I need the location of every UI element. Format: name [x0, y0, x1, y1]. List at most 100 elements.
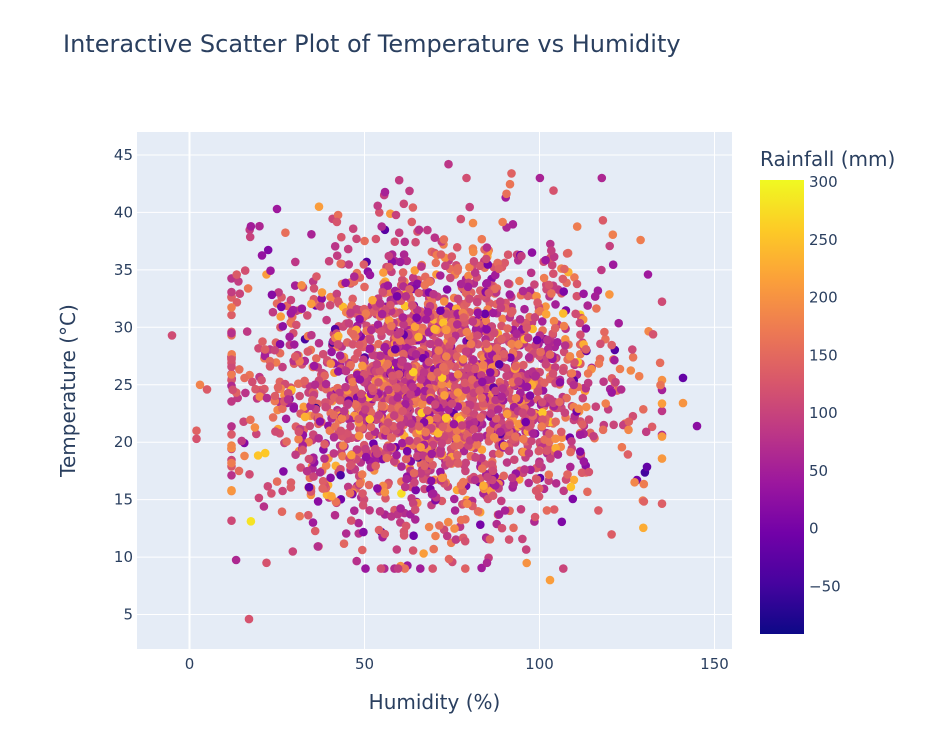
scatter-point[interactable]: [240, 266, 250, 275]
scatter-point[interactable]: [267, 489, 276, 498]
scatter-point[interactable]: [636, 235, 645, 245]
scatter-point[interactable]: [437, 379, 447, 389]
scatter-point[interactable]: [475, 261, 485, 271]
scatter-point[interactable]: [344, 260, 354, 269]
scatter-point[interactable]: [575, 318, 585, 328]
scatter-point[interactable]: [257, 375, 266, 385]
scatter-point[interactable]: [511, 393, 521, 403]
scatter-point[interactable]: [330, 510, 340, 520]
scatter-point[interactable]: [433, 368, 442, 377]
scatter-point[interactable]: [447, 252, 457, 261]
scatter-point[interactable]: [581, 345, 591, 354]
scatter-point[interactable]: [291, 257, 300, 267]
scatter-point[interactable]: [315, 417, 325, 426]
scatter-point[interactable]: [416, 375, 426, 384]
scatter-point[interactable]: [424, 357, 434, 367]
scatter-point[interactable]: [435, 521, 444, 530]
scatter-point[interactable]: [499, 349, 509, 359]
scatter-point[interactable]: [375, 299, 385, 308]
scatter-point[interactable]: [551, 434, 560, 444]
scatter-point[interactable]: [195, 380, 205, 390]
scatter-point[interactable]: [538, 415, 547, 424]
scatter-point[interactable]: [302, 466, 312, 476]
scatter-point[interactable]: [427, 371, 436, 381]
scatter-point[interactable]: [496, 303, 506, 313]
scatter-point[interactable]: [463, 363, 472, 373]
scatter-point[interactable]: [563, 470, 572, 479]
scatter-point[interactable]: [396, 421, 406, 430]
scatter-point[interactable]: [346, 422, 355, 431]
scatter-point[interactable]: [227, 303, 236, 312]
scatter-point[interactable]: [352, 445, 362, 454]
scatter-point[interactable]: [341, 382, 350, 392]
scatter-point[interactable]: [493, 405, 503, 414]
scatter-point[interactable]: [457, 421, 467, 430]
scatter-point[interactable]: [463, 282, 473, 292]
scatter-point[interactable]: [507, 473, 517, 483]
scatter-point[interactable]: [365, 344, 375, 353]
scatter-point[interactable]: [566, 447, 575, 457]
scatter-point[interactable]: [320, 439, 329, 449]
scatter-point[interactable]: [471, 453, 480, 462]
scatter-point[interactable]: [346, 516, 356, 525]
scatter-point[interactable]: [379, 268, 388, 277]
scatter-point[interactable]: [243, 284, 253, 293]
scatter-point[interactable]: [283, 388, 293, 398]
scatter-point[interactable]: [409, 468, 419, 478]
scatter-point[interactable]: [250, 423, 260, 432]
scatter-point[interactable]: [456, 480, 466, 490]
scatter-point[interactable]: [396, 504, 405, 513]
scatter-point[interactable]: [453, 320, 462, 329]
scatter-point[interactable]: [551, 300, 560, 309]
scatter-point[interactable]: [572, 222, 582, 231]
scatter-point[interactable]: [508, 306, 517, 316]
scatter-point[interactable]: [424, 522, 434, 532]
scatter-point[interactable]: [408, 273, 418, 283]
scatter-point[interactable]: [467, 375, 477, 385]
scatter-point[interactable]: [258, 337, 267, 346]
scatter-point[interactable]: [484, 288, 494, 298]
scatter-point[interactable]: [305, 421, 315, 431]
scatter-point[interactable]: [376, 351, 385, 361]
scatter-point[interactable]: [476, 413, 486, 422]
scatter-point[interactable]: [227, 362, 236, 372]
scatter-point[interactable]: [451, 535, 461, 544]
scatter-point[interactable]: [423, 225, 432, 235]
scatter-point[interactable]: [478, 377, 487, 387]
scatter-point[interactable]: [549, 505, 559, 514]
scatter-point[interactable]: [597, 173, 607, 183]
scatter-point[interactable]: [482, 325, 491, 334]
scatter-point[interactable]: [477, 464, 487, 473]
scatter-point[interactable]: [518, 286, 528, 296]
scatter-point[interactable]: [336, 259, 346, 269]
scatter-point[interactable]: [434, 338, 444, 347]
scatter-point[interactable]: [560, 341, 570, 350]
scatter-point[interactable]: [558, 366, 568, 376]
scatter-point[interactable]: [527, 407, 536, 417]
scatter-point[interactable]: [639, 479, 649, 489]
scatter-point[interactable]: [371, 461, 381, 471]
scatter-point[interactable]: [608, 230, 618, 239]
scatter-point[interactable]: [581, 324, 591, 333]
scatter-point[interactable]: [460, 536, 470, 546]
scatter-point[interactable]: [387, 512, 396, 521]
scatter-point[interactable]: [401, 454, 411, 464]
scatter-point[interactable]: [498, 217, 507, 227]
scatter-point[interactable]: [519, 434, 528, 444]
scatter-point[interactable]: [453, 370, 463, 379]
scatter-point[interactable]: [388, 371, 397, 381]
scatter-point[interactable]: [397, 462, 406, 471]
scatter-point[interactable]: [628, 353, 638, 362]
scatter-point[interactable]: [240, 451, 249, 461]
scatter-point[interactable]: [579, 289, 588, 299]
scatter-point[interactable]: [428, 460, 437, 470]
scatter-point[interactable]: [488, 449, 498, 459]
scatter-point[interactable]: [465, 294, 474, 304]
scatter-point[interactable]: [368, 295, 377, 305]
scatter-point[interactable]: [655, 358, 665, 368]
scatter-point[interactable]: [527, 248, 537, 257]
scatter-point[interactable]: [559, 287, 568, 296]
scatter-point[interactable]: [481, 339, 491, 349]
scatter-point[interactable]: [546, 394, 555, 404]
scatter-point[interactable]: [507, 339, 516, 349]
